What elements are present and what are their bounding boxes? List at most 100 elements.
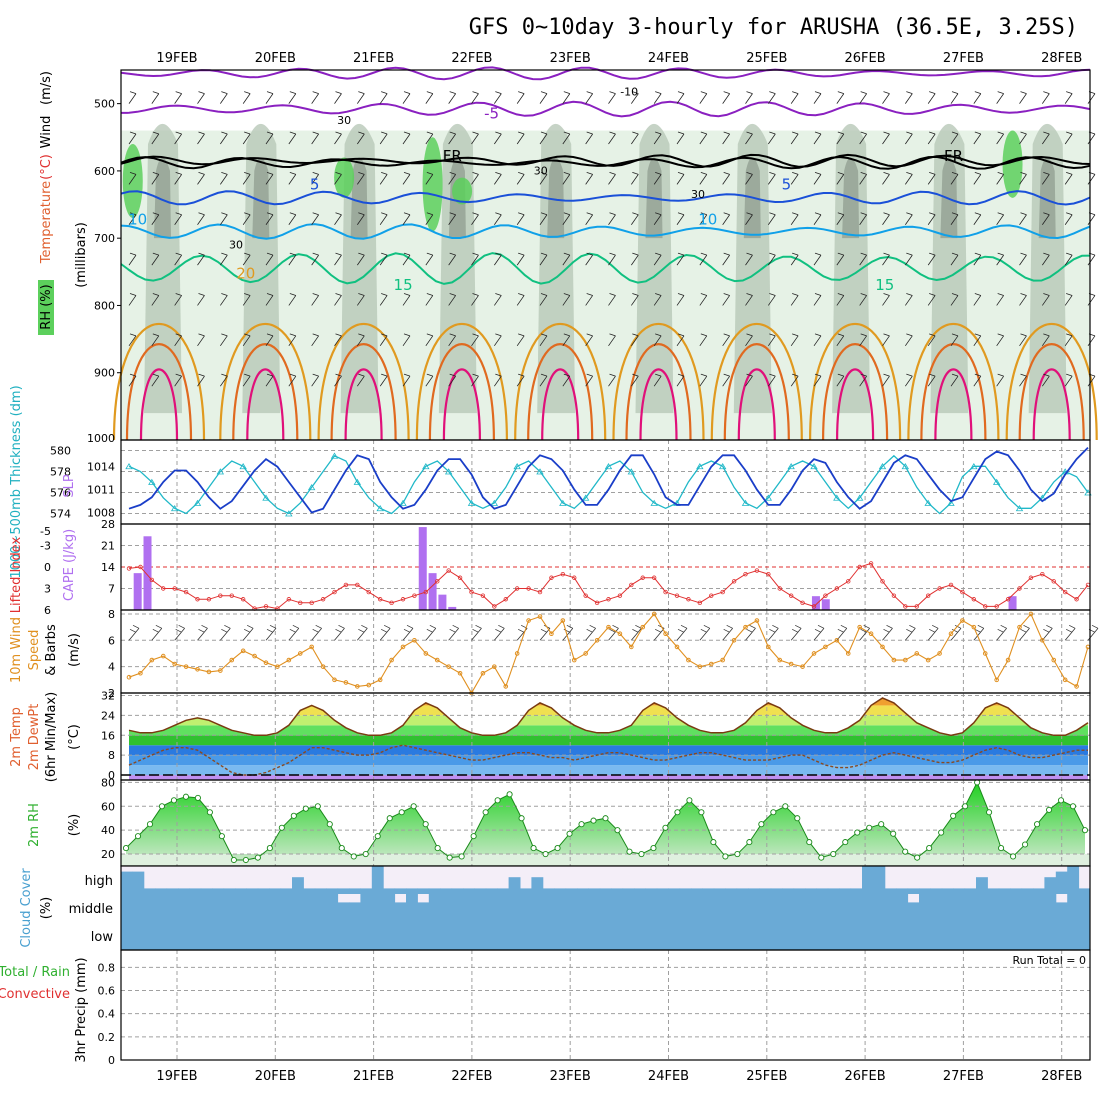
wind-barb — [562, 91, 571, 104]
wind-barb — [174, 171, 182, 185]
wind-barb-10m — [494, 624, 505, 641]
wind-barb — [722, 131, 730, 145]
rh-marker — [542, 851, 549, 858]
cloud-bar-high — [1055, 871, 1068, 894]
wind-barb — [334, 212, 342, 225]
wind-barb — [745, 293, 753, 306]
lifted-index-marker — [469, 589, 474, 595]
y-axis-label-thickness: 1000~500mb Thickness (dm) — [9, 385, 24, 578]
cloud-bar-low — [520, 922, 532, 950]
cloud-bar-high — [1044, 877, 1057, 894]
rh-marker — [518, 815, 525, 822]
cloud-bar-high — [577, 888, 589, 894]
lifted-index-marker — [891, 593, 897, 598]
wind-barb — [745, 373, 753, 387]
cloud-bar-middle — [292, 894, 304, 922]
chart-title: GFS 0~10day 3-hourly for ARUSHA (36.5E, … — [469, 15, 1078, 40]
rh-dark-column — [350, 157, 368, 239]
cloud-bar-middle — [132, 894, 145, 922]
wind-barb — [174, 333, 182, 347]
wind-barb — [768, 212, 776, 225]
wind-barb — [927, 131, 936, 145]
lifted-index-marker — [549, 575, 554, 580]
cloud-bar-low — [1033, 922, 1045, 950]
rh-marker — [602, 815, 609, 822]
cloud-bar-high — [508, 877, 521, 894]
wind-barb — [334, 252, 342, 266]
wind-speed-marker — [366, 682, 372, 688]
rh-dark-column — [1038, 157, 1056, 239]
y-tick-label-precip: 0.6 — [98, 985, 116, 998]
cloud-bar-high — [668, 888, 681, 894]
lifted-index-marker — [914, 604, 919, 609]
wind-barb — [745, 171, 753, 185]
wind-barb — [265, 171, 274, 185]
rh-saturated-area — [452, 177, 473, 205]
cloud-bar-middle — [257, 894, 270, 922]
cloud-bar-high — [713, 888, 726, 894]
cloud-bar-high — [1067, 866, 1080, 894]
wind-barb — [357, 212, 365, 225]
cloud-bar-low — [998, 922, 1011, 950]
wind-barb — [471, 373, 479, 387]
cloud-bar-low — [212, 922, 225, 950]
wind-speed-marker — [377, 677, 383, 683]
wind-barb — [311, 212, 319, 225]
y-axis-label-rh-a: 2m RH — [27, 803, 42, 847]
run-total: Run Total = 0 — [1013, 954, 1087, 967]
wind-barb — [128, 171, 137, 185]
cloud-bar-low — [1010, 922, 1023, 950]
cloud-bar-middle — [121, 894, 133, 922]
cloud-bar-low — [257, 922, 270, 950]
wind-barb — [973, 333, 982, 347]
wind-barb — [539, 293, 548, 306]
wind-barb — [676, 91, 685, 104]
wind-barb — [950, 131, 959, 145]
wind-barb — [905, 171, 913, 185]
wind-barb — [174, 91, 182, 104]
wind-barb — [1064, 333, 1073, 347]
wind-barb — [288, 171, 297, 185]
lifted-index-marker — [709, 593, 714, 598]
wind-barb — [471, 252, 479, 266]
wind-speed-marker — [400, 644, 406, 650]
y-tick-label-rh: 80 — [101, 776, 115, 789]
cloud-bar-high — [976, 877, 988, 894]
wind-speed-marker — [343, 680, 349, 685]
wind-barb — [836, 293, 845, 306]
lifted-index-marker — [537, 589, 543, 595]
cloud-bar-high — [770, 888, 783, 894]
cloud-bar-low — [873, 922, 886, 950]
wind-barb — [402, 171, 411, 185]
panel-frame-precip — [120, 949, 1091, 1061]
wind-barb-10m — [768, 624, 779, 641]
wind-barb — [882, 373, 890, 387]
cloud-bar-middle — [588, 894, 601, 922]
wind-barb — [882, 293, 890, 306]
lifted-index-marker — [309, 600, 314, 606]
cloud-bar-low — [200, 922, 213, 950]
lifted-index-marker — [937, 586, 942, 591]
cloud-bar-high — [953, 888, 966, 894]
wind-speed-marker — [583, 651, 588, 656]
wind-speed-marker — [446, 664, 451, 669]
wind-speed-marker — [754, 618, 760, 623]
cloud-bar-high — [383, 888, 396, 894]
rh-contour-label: -10 — [620, 86, 638, 99]
cloud-bar-high — [816, 888, 829, 894]
wind-barb — [676, 333, 685, 347]
wind-barb — [220, 212, 228, 225]
rh-marker — [914, 854, 921, 861]
lifted-index-marker — [651, 575, 657, 580]
wind-barb-10m — [790, 624, 802, 641]
rh-marker — [266, 845, 273, 852]
cloud-bar-low — [417, 922, 430, 950]
cloud-bar-middle — [531, 894, 544, 922]
wind-barb — [608, 91, 616, 104]
lifted-index-marker — [766, 571, 771, 577]
cloud-bar-low — [759, 922, 772, 950]
thickness-marker — [513, 462, 521, 470]
wind-barb — [379, 252, 388, 266]
wind-barb — [836, 212, 845, 225]
cloud-bar-low — [394, 922, 407, 950]
